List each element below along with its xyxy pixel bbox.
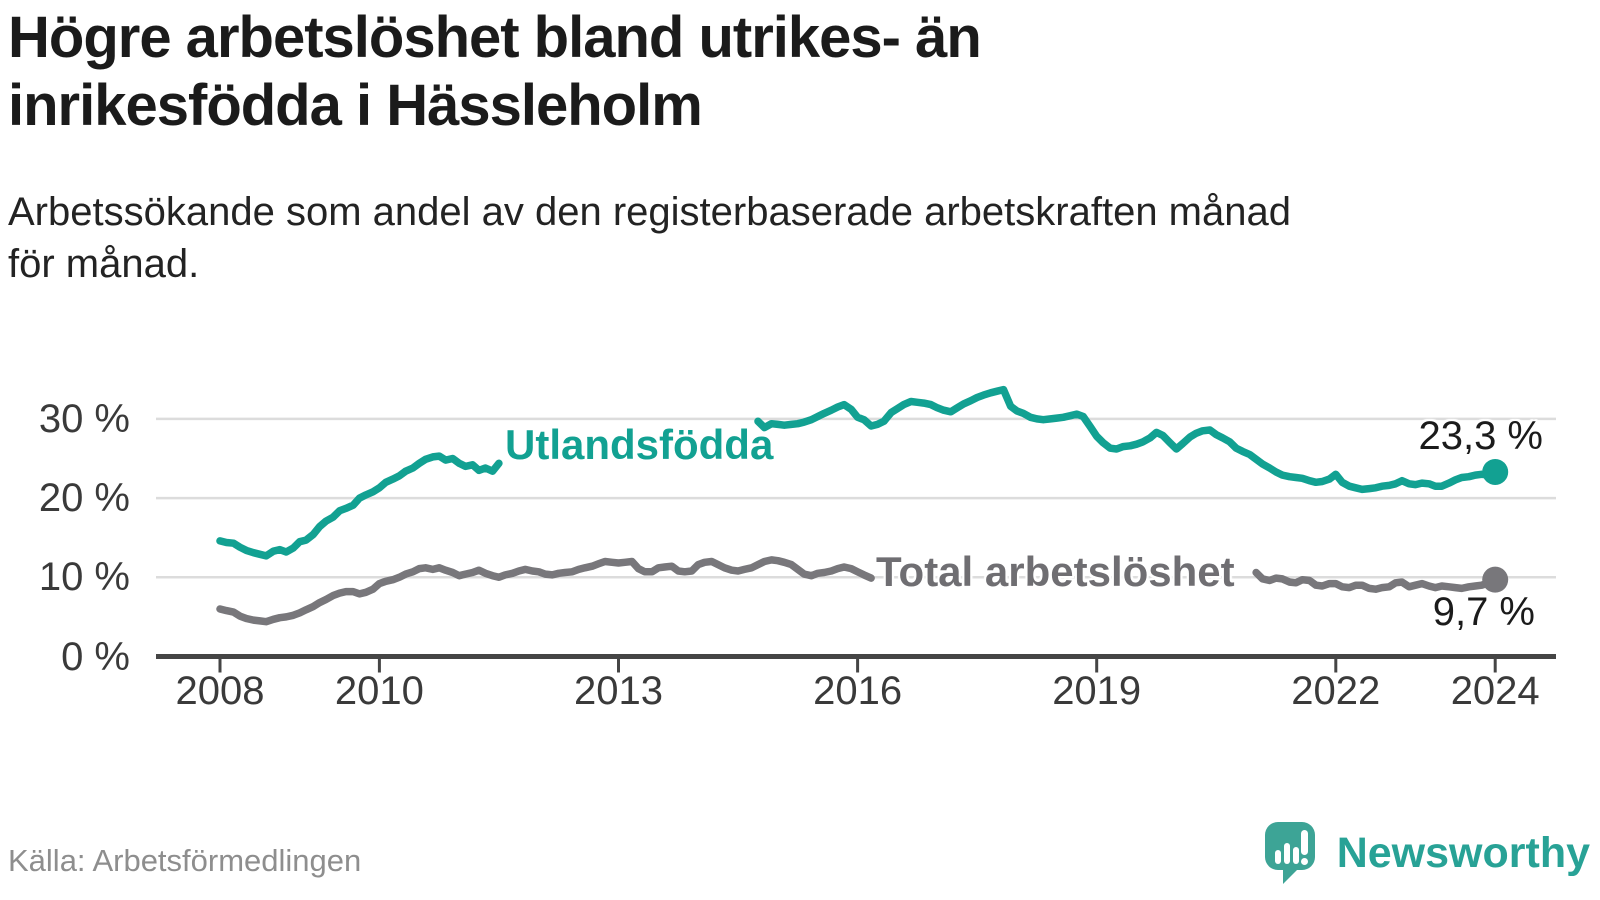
series-line-utlandsf-dda-seg2 — [754, 385, 1499, 494]
x-axis-label-2010: 2010 — [334, 669, 424, 713]
x-axis-label-2008: 2008 — [175, 669, 265, 713]
source-credit: Källa: Arbetsförmedlingen — [8, 843, 362, 878]
x-axis-label-2019: 2019 — [1052, 669, 1142, 713]
y-axis-label-30: 30 % — [38, 396, 130, 441]
x-axis-label-2022: 2022 — [1291, 669, 1381, 713]
page-subtitle-line1: Arbetssökande som andel av den registerb… — [8, 190, 1291, 234]
x-axis-label-2013: 2013 — [574, 669, 663, 713]
series-label-utlandsfodda: Utlandsfödda — [505, 421, 774, 468]
series-line-utlandsf-dda-seg1 — [216, 452, 503, 560]
x-axis-label-2016: 2016 — [813, 669, 903, 713]
page-title-line1: Högre arbetslöshet bland utrikes- än — [8, 5, 982, 70]
page-subtitle: Arbetssökande som andel av den registerb… — [8, 186, 1291, 290]
end-value-label-utlandsfodda: 23,3 % — [1418, 414, 1543, 458]
series-end-dot-utlandsf-dda — [1482, 458, 1509, 485]
page-title: Högre arbetslöshet bland utrikes- än inr… — [8, 4, 982, 140]
page-subtitle-line2: för månad. — [8, 242, 200, 286]
y-axis-label-20: 20 % — [38, 476, 130, 521]
y-axis-label-0: 0 % — [61, 634, 130, 679]
end-value-label-total-arbetsloshet: 9,7 % — [1432, 590, 1535, 634]
y-axis-label-10: 10 % — [38, 555, 130, 600]
x-axis-label-2024: 2024 — [1450, 669, 1540, 713]
series-label-total-arbetsloshet: Total arbetslöshet — [876, 548, 1235, 595]
series-line-total-arbetsl-shet-seg1 — [216, 556, 875, 626]
brand-name: Newsworthy — [1336, 828, 1590, 877]
newsworthy-speech-bubble-icon — [1264, 822, 1315, 884]
series-line-total-arbetsl-shet-seg2 — [1252, 568, 1499, 593]
brand-logo: Newsworthy — [1264, 822, 1590, 884]
page-title-line2: inrikesfödda i Hässleholm — [8, 72, 703, 138]
series-end-dot-total-arbetsl-shet — [1482, 566, 1509, 593]
